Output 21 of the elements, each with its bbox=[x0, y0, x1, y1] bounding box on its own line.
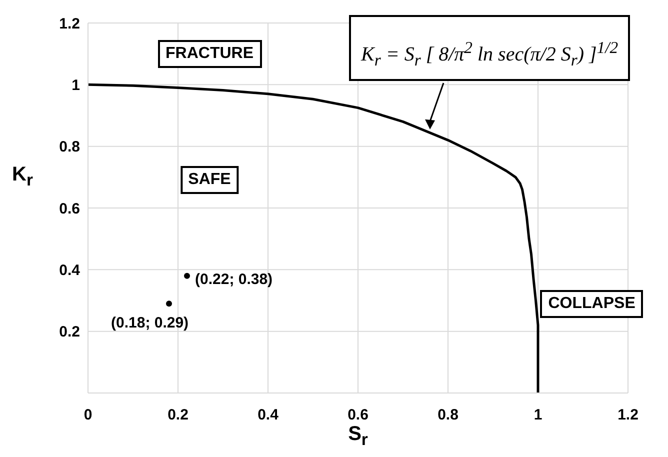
x-tick-label: 0 bbox=[84, 406, 92, 424]
y-tick-label: 0.8 bbox=[59, 138, 80, 156]
x-axis-title: S$_{r}$ bbox=[348, 423, 368, 450]
data-label: (0.18; 0.29) bbox=[111, 314, 189, 332]
x-tick-label: 1 bbox=[534, 406, 542, 424]
x-tick-label: 0.8 bbox=[438, 406, 458, 424]
annotation: SAFE bbox=[180, 166, 239, 194]
x-tick-label: 0.6 bbox=[348, 406, 368, 424]
annotation: FRACTURE bbox=[158, 40, 262, 68]
y-tick-label: 0.4 bbox=[59, 262, 81, 279]
y-axis-title: K$_{r}$ bbox=[12, 164, 33, 191]
y-tick-label: 1 bbox=[72, 76, 80, 94]
x-tick-label: 0.4 bbox=[258, 406, 280, 424]
y-tick-label: 1.2 bbox=[59, 15, 80, 32]
y-tick-label: 0.6 bbox=[59, 200, 80, 218]
data-label: (0.22; 0.38) bbox=[195, 270, 273, 288]
x-tick-label: 1.2 bbox=[618, 406, 638, 424]
annotation: COLLAPSE bbox=[540, 290, 644, 318]
text: K$_{r}$ = S$_{r}$ [ 8/π$^{2}$ ln sec(π/2 S$_{r}$) ]$^{1/2}$ bbox=[361, 38, 618, 70]
x-tick-label: 0.2 bbox=[168, 406, 188, 424]
y-tick-label: 0.2 bbox=[59, 324, 80, 341]
